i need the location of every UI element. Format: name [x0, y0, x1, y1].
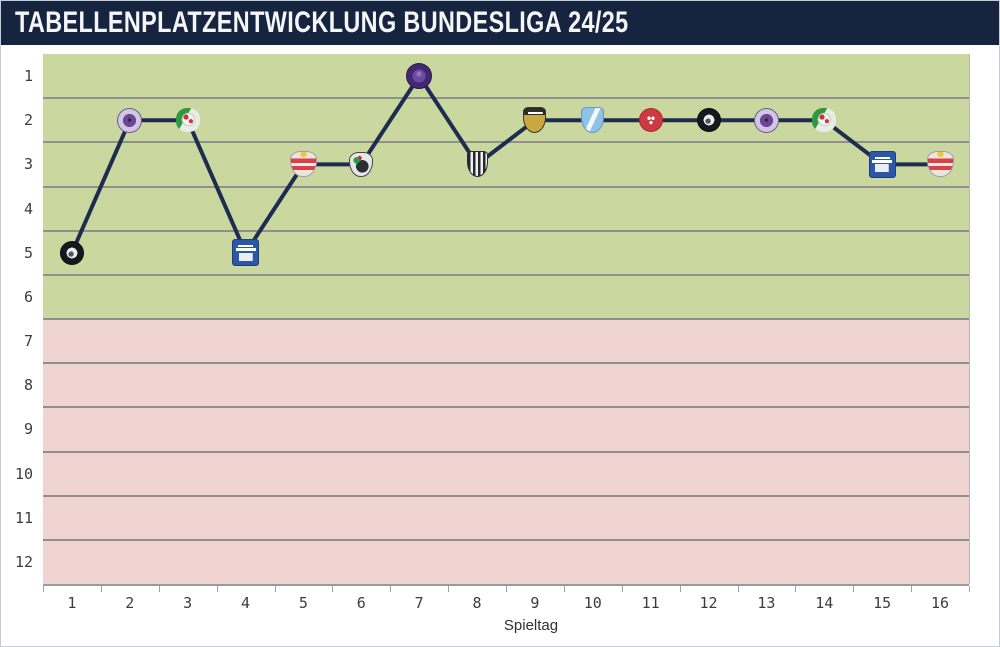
- rb-salzburg-crest-icon: [289, 151, 317, 178]
- gridline: [43, 450, 969, 453]
- y-axis-label: 7: [23, 332, 33, 351]
- x-axis-tick: [506, 586, 507, 592]
- x-axis-title: Spieltag: [503, 617, 559, 634]
- position-line-chart: [69, 74, 943, 255]
- x-axis-label: 3: [183, 594, 193, 612]
- position-line: [69, 74, 943, 255]
- gridline: [43, 406, 969, 409]
- x-axis-tick: [563, 586, 565, 592]
- x-axis-label: 5: [298, 594, 308, 612]
- x-axis-tick: [216, 586, 218, 592]
- x-axis-tick: [100, 586, 102, 592]
- x-axis-tick: [43, 586, 44, 592]
- x-axis-tick: [274, 586, 276, 592]
- x-axis-label: 7: [414, 594, 424, 612]
- x-axis-label: 8: [472, 594, 482, 612]
- x-axis-label: 12: [699, 594, 718, 612]
- x-axis-label: 6: [356, 594, 366, 612]
- x-axis-label: 11: [641, 594, 660, 612]
- y-axis-label: 2: [23, 111, 33, 130]
- x-axis-tick: [679, 586, 681, 592]
- y-axis-label: 10: [14, 464, 33, 483]
- grazer-ak-crest-icon: [638, 108, 663, 133]
- title-bar: TABELLENPLATZENTWICKLUNG BUNDESLIGA 24/2…: [1, 1, 999, 45]
- x-axis-line: [43, 584, 969, 586]
- x-axis-tick: [390, 586, 392, 592]
- x-axis-tick: [158, 586, 160, 592]
- x-axis-tick: [332, 586, 334, 592]
- x-axis-tick: [737, 586, 739, 592]
- x-axis-label: 10: [583, 594, 602, 612]
- x-axis-tick: [969, 586, 970, 592]
- page-title: TABELLENPLATZENTWICKLUNG BUNDESLIGA 24/2…: [15, 6, 629, 39]
- gridline: [43, 362, 969, 365]
- x-axis-tick: [621, 586, 623, 592]
- chart-container: Spieltag 1 2 3 4 5 6 7 8 9 10 11 12 1 2 3 4 5 6 7 8 9 10 11 12 1…: [1, 45, 999, 646]
- rb-salzburg-crest-icon: [926, 151, 954, 178]
- x-axis-tick: [853, 586, 855, 592]
- gridline: [43, 538, 969, 541]
- y-axis-label: 9: [23, 420, 33, 439]
- austria-klagenfurt-crest-icon: [753, 107, 779, 133]
- x-axis-tick: [448, 586, 450, 592]
- wsg-tirol-crest-icon: [812, 108, 837, 133]
- x-axis-label: 9: [530, 594, 540, 612]
- y-axis-label: 8: [23, 376, 33, 395]
- x-axis-label: 4: [241, 594, 251, 612]
- lask-crest-icon: [466, 151, 488, 178]
- x-axis-label: 1: [67, 594, 77, 612]
- gridline: [43, 185, 969, 188]
- sturm-graz-crest-icon: [349, 151, 374, 177]
- x-axis-label: 2: [125, 594, 135, 612]
- gridline: [43, 229, 969, 232]
- y-axis-label: 3: [23, 155, 33, 174]
- gridline: [43, 97, 969, 100]
- austria-klagenfurt-crest-icon: [117, 107, 143, 133]
- wolfsberger-ac-crest-icon: [59, 240, 84, 265]
- x-axis-label: 13: [757, 594, 776, 612]
- x-axis-label: 15: [873, 594, 892, 612]
- y-axis-label: 4: [23, 199, 33, 218]
- gridline: [43, 273, 969, 276]
- y-axis-label: 6: [23, 287, 33, 306]
- y-axis-label: 5: [23, 243, 33, 262]
- x-axis-label: 14: [815, 594, 834, 612]
- blau-weiss-linz-crest-icon: [868, 150, 896, 178]
- y-axis-label: 11: [14, 508, 33, 527]
- austria-wien-crest-icon: [406, 63, 433, 90]
- x-axis-tick: [795, 586, 797, 592]
- y-axis-label: 1: [23, 67, 33, 86]
- plot-area: [43, 54, 970, 584]
- y-axis-label: 12: [14, 552, 33, 571]
- gridline: [43, 494, 969, 497]
- x-axis-label: 16: [931, 594, 950, 612]
- wsg-tirol-crest-icon: [175, 108, 200, 133]
- wolfsberger-ac-crest-icon: [696, 108, 721, 133]
- x-axis-tick: [911, 586, 913, 592]
- blau-weiss-linz-crest-icon: [232, 239, 260, 267]
- gridline: [43, 318, 969, 320]
